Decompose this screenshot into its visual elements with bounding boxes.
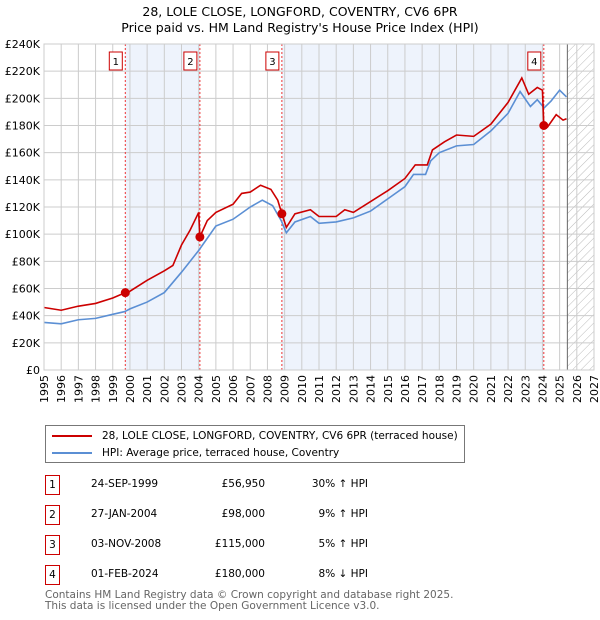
x-tick-label: 2011 (313, 375, 326, 403)
legend-swatch-blue (52, 451, 92, 454)
x-tick-label: 2027 (588, 375, 600, 403)
hpi-line (43, 88, 568, 325)
x-tick-label: 2016 (399, 375, 412, 403)
x-tick-label: 2001 (141, 375, 154, 403)
y-tick-label: £220K (5, 65, 41, 78)
legend-label: 28, LOLE CLOSE, LONGFORD, COVENTRY, CV6 … (102, 429, 458, 442)
sale-point (120, 288, 130, 298)
sale-label-box (527, 51, 542, 71)
sale-price: £98,000 (221, 508, 265, 520)
x-tick-label: 2006 (227, 375, 240, 403)
y-tick-label: £120K (5, 201, 41, 214)
x-tick-label: 2019 (451, 375, 464, 403)
sale-hpi-diff: 9% ↑ HPI (318, 508, 368, 520)
x-tick-label: 2004 (193, 375, 206, 403)
footer-line: This data is licensed under the Open Gov… (45, 600, 380, 612)
sale-row: 1 24-SEP-1999 £56,950 30% ↑ HPI (45, 475, 465, 495)
sale-number-badge: 4 (45, 565, 60, 585)
sale-label-box (183, 51, 198, 71)
x-tick-label: 2015 (382, 375, 395, 403)
x-tick-label: 2003 (176, 375, 189, 403)
footer: Contains HM Land Registry data © Crown c… (45, 590, 453, 612)
sale-date: 01-FEB-2024 (91, 568, 159, 580)
sale-label-box (108, 51, 123, 71)
x-tick-label: 2002 (158, 375, 171, 403)
y-tick-label: £200K (5, 92, 41, 105)
x-tick-label: 2026 (571, 375, 584, 403)
x-tick-label: 1995 (38, 375, 51, 403)
sale-row: 2 27-JAN-2004 £98,000 9% ↑ HPI (45, 505, 465, 525)
sale-label-box (265, 51, 280, 71)
y-tick-label: £0 (26, 364, 40, 377)
legend: 28, LOLE CLOSE, LONGFORD, COVENTRY, CV6 … (45, 425, 465, 463)
legend-item-hpi: HPI: Average price, terraced house, Cove… (52, 444, 339, 461)
legend-label: HPI: Average price, terraced house, Cove… (102, 446, 340, 459)
y-tick-label: £60K (12, 283, 41, 296)
sale-label-number: 2 (187, 57, 193, 68)
x-tick-label: 2014 (365, 375, 378, 403)
x-tick-label: 2012 (330, 375, 343, 403)
property-price-line (43, 76, 567, 312)
y-tick-label: £80K (12, 255, 41, 268)
x-tick-label: 2021 (485, 375, 498, 403)
sale-point (277, 209, 287, 219)
sale-row: 3 03-NOV-2008 £115,000 5% ↑ HPI (45, 535, 465, 555)
sale-point (195, 232, 205, 242)
sale-date: 27-JAN-2004 (91, 508, 158, 520)
y-tick-label: £100K (5, 228, 41, 241)
y-tick-label: £40K (12, 310, 41, 323)
x-tick-label: 2022 (502, 375, 515, 403)
sale-hpi-diff: 5% ↑ HPI (318, 538, 368, 550)
sale-point (539, 121, 549, 130)
x-tick-label: 2013 (347, 375, 360, 403)
sale-price: £115,000 (214, 538, 265, 550)
footer-line: Contains HM Land Registry data © Crown c… (45, 589, 454, 601)
sale-number-badge: 2 (45, 505, 60, 525)
price-chart: 1995 1996 1997 1998 1999 2000 2001 2002 2003 2004… (5, 38, 600, 403)
x-tick-label: 1999 (107, 375, 120, 403)
sale-price: £180,000 (214, 568, 265, 580)
sale-date: 03-NOV-2008 (91, 538, 162, 550)
y-tick-label: £20K (12, 337, 41, 350)
x-tick-label: 2018 (433, 375, 446, 403)
x-tick-label: 2025 (554, 375, 567, 403)
x-tick-label: 2020 (468, 375, 481, 403)
x-tick-label: 1997 (72, 375, 85, 403)
x-tick-label: 2024 (536, 375, 549, 403)
x-tick-label: 2007 (244, 375, 257, 403)
sale-number-badge: 3 (45, 535, 60, 555)
legend-item-property: 28, LOLE CLOSE, LONGFORD, COVENTRY, CV6 … (52, 427, 458, 444)
x-tick-label: 1998 (90, 375, 103, 403)
x-tick-label: 2017 (416, 375, 429, 403)
sale-number-badge: 1 (45, 475, 60, 495)
y-tick-label: £180K (5, 120, 41, 133)
x-tick-label: 2005 (210, 375, 223, 403)
x-tick-label: 2008 (261, 375, 274, 403)
x-tick-label: 2010 (296, 375, 309, 403)
y-tick-label: £140K (5, 174, 41, 187)
plot-border (43, 43, 595, 371)
chart-title: 28, LOLE CLOSE, LONGFORD, COVENTRY, CV6 … (142, 4, 458, 19)
y-tick-label: £240K (5, 38, 41, 51)
chart-subtitle: Price paid vs. HM Land Registry's House … (121, 20, 479, 35)
x-tick-label: 1996 (55, 375, 68, 403)
sale-row: 4 01-FEB-2024 £180,000 8% ↓ HPI (45, 565, 465, 585)
sale-hpi-diff: 30% ↑ HPI (311, 478, 368, 490)
x-tick-label: 2000 (124, 375, 137, 403)
sale-label-number: 1 (113, 57, 119, 68)
sale-price: £56,950 (221, 478, 265, 490)
x-tick-label: 2009 (279, 375, 292, 403)
sale-label-number: 3 (269, 57, 275, 68)
x-tick-label: 2023 (519, 375, 532, 403)
sale-hpi-diff: 8% ↓ HPI (318, 568, 368, 580)
sale-date: 24-SEP-1999 (91, 478, 159, 490)
y-tick-label: £160K (5, 147, 41, 160)
sale-label-number: 4 (531, 57, 537, 68)
legend-swatch-red (52, 434, 92, 437)
